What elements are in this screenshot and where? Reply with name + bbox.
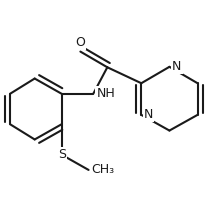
Text: S: S [58, 148, 66, 161]
Text: NH: NH [96, 87, 115, 100]
Text: O: O [76, 36, 85, 49]
Text: CH₃: CH₃ [91, 164, 115, 176]
Text: N: N [172, 60, 182, 73]
Text: N: N [144, 108, 153, 121]
